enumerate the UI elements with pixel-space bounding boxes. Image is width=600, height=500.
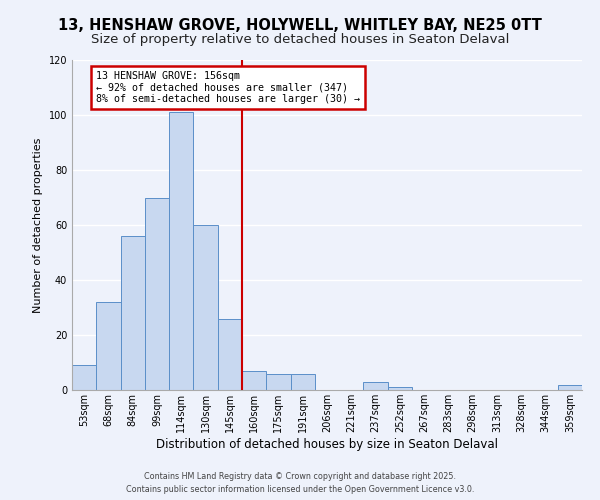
Bar — [364, 382, 388, 390]
Bar — [218, 318, 242, 390]
Bar — [193, 225, 218, 390]
Bar — [290, 374, 315, 390]
Text: Size of property relative to detached houses in Seaton Delaval: Size of property relative to detached ho… — [91, 32, 509, 46]
Bar — [145, 198, 169, 390]
Bar — [72, 365, 96, 390]
Y-axis label: Number of detached properties: Number of detached properties — [33, 138, 43, 312]
Bar — [388, 387, 412, 390]
Text: Contains HM Land Registry data © Crown copyright and database right 2025.
Contai: Contains HM Land Registry data © Crown c… — [126, 472, 474, 494]
Text: 13, HENSHAW GROVE, HOLYWELL, WHITLEY BAY, NE25 0TT: 13, HENSHAW GROVE, HOLYWELL, WHITLEY BAY… — [58, 18, 542, 32]
X-axis label: Distribution of detached houses by size in Seaton Delaval: Distribution of detached houses by size … — [156, 438, 498, 451]
Bar — [121, 236, 145, 390]
Bar — [96, 302, 121, 390]
Bar — [242, 371, 266, 390]
Bar — [266, 374, 290, 390]
Text: 13 HENSHAW GROVE: 156sqm
← 92% of detached houses are smaller (347)
8% of semi-d: 13 HENSHAW GROVE: 156sqm ← 92% of detach… — [96, 71, 360, 104]
Bar — [558, 384, 582, 390]
Bar — [169, 112, 193, 390]
